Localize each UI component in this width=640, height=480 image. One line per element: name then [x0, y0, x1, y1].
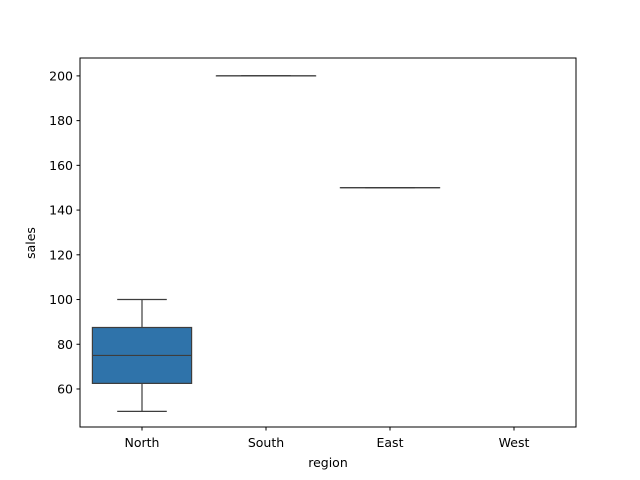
- x-tick-label: South: [248, 435, 284, 450]
- y-tick-label: 60: [57, 381, 73, 396]
- x-tick-label: West: [499, 435, 530, 450]
- y-tick-label: 120: [49, 247, 73, 262]
- y-tick-label: 200: [49, 68, 73, 83]
- y-axis-label: sales: [23, 227, 38, 259]
- plot-area: [91, 75, 441, 412]
- x-axis-label: region: [308, 455, 348, 470]
- y-tick-label: 80: [57, 337, 73, 352]
- y-tick-label: 160: [49, 158, 73, 173]
- box-north: [91, 298, 193, 412]
- plot-frame: [79, 57, 577, 428]
- y-axis: 60 80 100 120 140 160 180 200: [49, 68, 80, 396]
- y-tick-label: 180: [49, 113, 73, 128]
- x-axis: North South East West: [125, 427, 530, 450]
- x-tick-label: East: [377, 435, 404, 450]
- y-tick-label: 140: [49, 203, 73, 218]
- x-tick-label: North: [125, 435, 160, 450]
- y-tick-label: 100: [49, 292, 73, 307]
